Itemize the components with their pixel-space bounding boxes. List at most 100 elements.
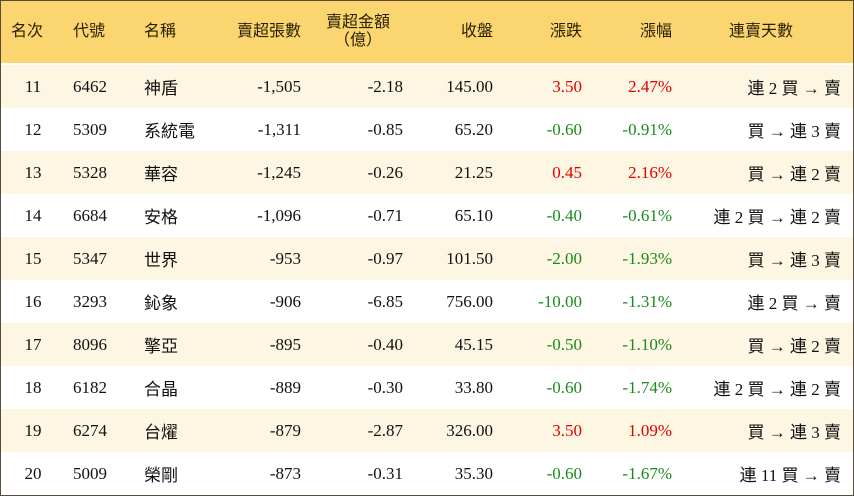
table-cell: -1,245	[257, 162, 301, 182]
table-cell: 21.25	[454, 162, 493, 182]
table-cell: 35.30	[454, 463, 493, 483]
table-cell: -0.60	[546, 377, 582, 397]
table-cell: -0.91%	[622, 119, 672, 139]
table-cell: 5309	[73, 119, 107, 139]
table-cell: -879	[269, 420, 301, 440]
table-row: 14 6684 安格 -1,096 -0.71 65.10 -0.40 -0.61% 連 2 買…	[1, 194, 853, 237]
table-cell: 連 2 買 → 連 2 賣	[713, 208, 842, 227]
table-cell: -0.60	[546, 463, 582, 483]
table-cell: 145.00	[446, 76, 493, 96]
table-cell: 3.50	[552, 420, 582, 440]
table-cell: 65.20	[454, 119, 493, 139]
table-cell: 20	[24, 463, 42, 483]
column-header: 漲跌	[549, 23, 582, 40]
table-cell: 買 → 連 3 賣	[747, 122, 842, 141]
table-cell: -0.31	[367, 463, 403, 483]
table-row: 17 8096 擎亞 -895 -0.40 45.15 -0.50 -1.10% 買 → 連 2…	[1, 323, 853, 366]
table-row: 18 6182 合晶 -889 -0.30 33.80 -0.60 -1.74% 連 2 買 →…	[1, 366, 853, 409]
table-header: 名次 代號 名稱 賣超張數 賣超金額 （億） 收盤 漲跌 漲幅 連賣天數	[1, 1, 853, 63]
table-cell: 3293	[73, 291, 107, 311]
table-cell: 326.00	[446, 420, 493, 440]
table-cell: 45.15	[454, 334, 493, 354]
table-cell: -895	[269, 334, 301, 354]
table-cell: -0.40	[546, 205, 582, 225]
table-cell: -2.18	[367, 76, 403, 96]
table-cell: 2.47%	[628, 76, 672, 96]
table-cell: -1.93%	[622, 248, 672, 268]
table-cell: 6182	[73, 377, 107, 397]
table-cell: -1.31%	[622, 291, 672, 311]
column-header: 名稱	[144, 23, 177, 40]
table-cell: -873	[269, 463, 301, 483]
table-cell: 買 → 連 2 賣	[747, 165, 842, 184]
table-cell: 台燿	[144, 423, 178, 442]
table-cell: 13	[24, 162, 42, 182]
column-header: 連賣天數	[728, 23, 793, 40]
column-header: 漲幅	[639, 23, 672, 40]
table-cell: -1,096	[257, 205, 301, 225]
table-cell: 系統電	[144, 122, 195, 141]
table-cell: 買 → 連 3 賣	[747, 251, 842, 270]
table-cell: 鈊象	[144, 294, 178, 313]
table-cell: -953	[269, 248, 301, 268]
table-cell: -889	[269, 377, 301, 397]
table-cell: -906	[269, 291, 301, 311]
table-cell: 連 2 買 → 連 2 賣	[713, 380, 842, 399]
table-cell: -0.71	[367, 205, 403, 225]
column-header: 賣超金額 （億）	[325, 14, 390, 49]
table-cell: 33.80	[454, 377, 493, 397]
table-cell: 5009	[73, 463, 107, 483]
table-cell: 65.10	[454, 205, 493, 225]
table-cell: 5328	[73, 162, 107, 182]
table-cell: 5347	[73, 248, 107, 268]
table-cell: 合晶	[144, 380, 178, 399]
table-cell: 世界	[144, 251, 178, 270]
table-cell: 擎亞	[144, 337, 178, 356]
table-cell: -0.50	[546, 334, 582, 354]
table-cell: 11	[24, 76, 42, 96]
table-cell: 連 11 買 → 賣	[739, 466, 841, 485]
table-cell: 0.45	[552, 162, 582, 182]
table-cell: -0.61%	[622, 205, 672, 225]
table-cell: -1,505	[257, 76, 301, 96]
table-cell: -1.67%	[622, 463, 672, 483]
table-cell: 神盾	[144, 79, 178, 98]
table-cell: 12	[24, 119, 42, 139]
table-cell: 榮剛	[144, 466, 178, 485]
table-cell: -1.74%	[622, 377, 672, 397]
table-cell: 16	[24, 291, 42, 311]
table-cell: 14	[24, 205, 42, 225]
table-cell: 安格	[144, 208, 178, 227]
table-cell: 17	[24, 334, 42, 354]
table-cell: 6274	[73, 420, 107, 440]
table-cell: 8096	[73, 334, 107, 354]
column-header: 代號	[73, 23, 106, 40]
table-row: 15 5347 世界 -953 -0.97 101.50 -2.00 -1.93% 買 → 連 …	[1, 237, 853, 280]
table-cell: 2.16%	[628, 162, 672, 182]
table-cell: -6.85	[367, 291, 403, 311]
table-cell: -0.26	[367, 162, 403, 182]
table-cell: -2.00	[546, 248, 582, 268]
table-cell: 買 → 連 2 賣	[747, 337, 842, 356]
table-cell: -2.87	[367, 420, 403, 440]
table-cell: 連 2 買 → 賣	[747, 79, 842, 98]
table-cell: 101.50	[446, 248, 493, 268]
table-cell: 756.00	[446, 291, 493, 311]
table-cell: -0.40	[367, 334, 403, 354]
table-cell: 6684	[73, 205, 107, 225]
table-cell: 19	[24, 420, 42, 440]
table-row: 19 6274 台燿 -879 -2.87 326.00 3.50 1.09% 買 → 連 3 …	[1, 409, 853, 452]
table-row: 16 3293 鈊象 -906 -6.85 756.00 -10.00 -1.31% 連 2 買…	[1, 280, 853, 323]
table-cell: -0.97	[367, 248, 403, 268]
table-cell: 18	[24, 377, 42, 397]
column-header: 名次	[11, 23, 44, 40]
table-cell: 買 → 連 3 賣	[747, 423, 842, 442]
column-header: 賣超張數	[236, 23, 301, 40]
table-row: 13 5328 華容 -1,245 -0.26 21.25 0.45 2.16% 買 → 連 2…	[1, 151, 853, 194]
column-header: 收盤	[460, 23, 493, 40]
table-row: 12 5309 系統電 -1,311 -0.85 65.20 -0.60 -0.91% 買 → …	[1, 108, 853, 151]
table-row: 20 5009 榮剛 -873 -0.31 35.30 -0.60 -1.67% 連 11 買 …	[1, 452, 853, 495]
table-cell: -1,311	[257, 119, 301, 139]
table-cell: -1.10%	[622, 334, 672, 354]
